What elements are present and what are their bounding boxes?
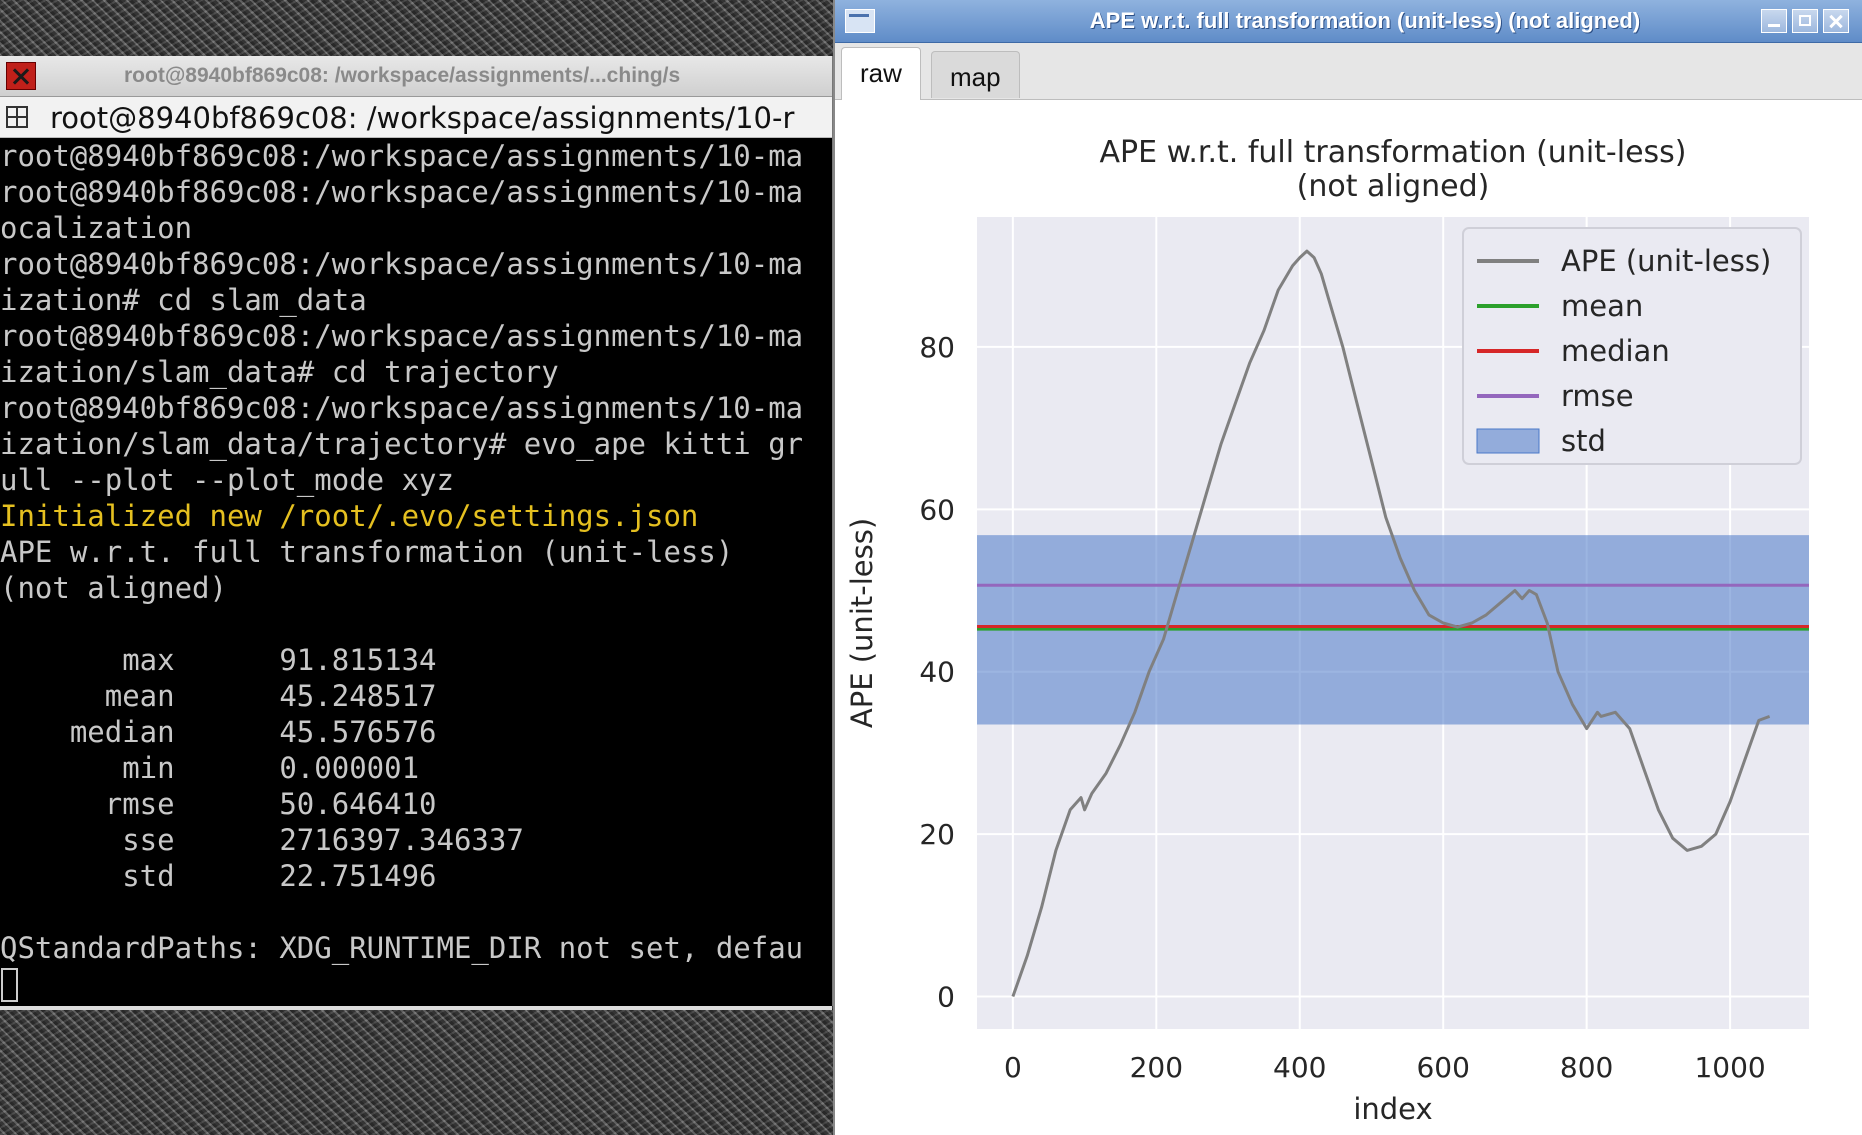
terminal-title: root@8940bf869c08: /workspace/assignment…	[124, 64, 681, 87]
legend-std-swatch	[1476, 428, 1540, 454]
terminal-tab-label: root@8940bf869c08: /workspace/assignment…	[50, 101, 795, 135]
terminal-line: APE w.r.t. full transformation (unit-les…	[0, 535, 734, 569]
legend-label: median	[1561, 334, 1670, 368]
terminal-window-border	[0, 1006, 832, 1010]
terminal-line: std 22.751496	[0, 859, 437, 893]
terminal-line: max 91.815134	[0, 643, 437, 677]
close-icon[interactable]	[1823, 9, 1849, 33]
ape-chart: APE w.r.t. full transformation (unit-les…	[845, 135, 1809, 1126]
terminal-line: rmse 50.646410	[0, 787, 437, 821]
plot-titlebar[interactable]: APE w.r.t. full transformation (unit-les…	[835, 0, 1862, 43]
chart-subtitle: (not aligned)	[1297, 169, 1490, 204]
stat-lines	[977, 583, 1809, 631]
terminal-line: root@8940bf869c08:/workspace/assignments…	[0, 319, 804, 353]
tick-labels: 0 200 400 600 800 1000 0 20 40 60 80	[919, 331, 1765, 1084]
terminal-line: min 0.000001	[0, 751, 420, 785]
tab-map[interactable]: map	[931, 51, 1020, 98]
terminal-line: root@8940bf869c08:/workspace/assignments…	[0, 247, 804, 281]
minimize-icon[interactable]	[1761, 9, 1787, 33]
terminal-line: QStandardPaths: XDG_RUNTIME_DIR not set,…	[0, 931, 804, 965]
y-axis-label: APE (unit-less)	[845, 518, 879, 728]
legend-label: rmse	[1561, 379, 1634, 413]
terminal-line: ization/slam_data# cd trajectory	[0, 355, 559, 389]
y-tick-label: 20	[919, 818, 955, 851]
terminal-line: sse 2716397.346337	[0, 823, 524, 857]
ape-line	[1011, 249, 1771, 997]
figure-canvas[interactable]: APE w.r.t. full transformation (unit-les…	[835, 100, 1862, 1135]
terminal-line: root@8940bf869c08:/workspace/assignments…	[0, 175, 804, 209]
y-tick-label: 40	[919, 656, 955, 689]
legend-box	[1462, 227, 1802, 465]
terminal-output[interactable]: root@8940bf869c08:/workspace/assignments…	[0, 138, 832, 1006]
x-axis-label: index	[1353, 1092, 1432, 1126]
ape-series-group	[1011, 249, 1771, 997]
legend: APE (unit-less) mean median rmse std	[1462, 227, 1802, 465]
plot-window-title: APE w.r.t. full transformation (unit-les…	[1089, 8, 1641, 33]
close-icon[interactable]	[6, 62, 36, 90]
y-tick-label: 0	[937, 981, 955, 1014]
window-menu-icon[interactable]	[845, 9, 875, 33]
y-tick-label: 80	[919, 331, 955, 364]
terminal-line: root@8940bf869c08:/workspace/assignments…	[0, 139, 804, 173]
chart-title: APE w.r.t. full transformation (unit-les…	[1099, 135, 1686, 170]
plot-tabs: raw map	[835, 43, 1862, 100]
legend-label: mean	[1561, 289, 1643, 323]
terminal-tab-icon	[6, 106, 28, 128]
legend-label: std	[1561, 424, 1606, 458]
terminal-line: ull --plot --plot_mode xyz	[0, 463, 454, 497]
y-tick-label: 60	[919, 493, 955, 526]
tab-raw[interactable]: raw	[841, 47, 921, 100]
terminal-line: median 45.576576	[0, 715, 437, 749]
terminal-window[interactable]: root@8940bf869c08: /workspace/assignment…	[0, 56, 834, 1006]
x-tick-label: 0	[1004, 1051, 1022, 1084]
terminal-line: root@8940bf869c08:/workspace/assignments…	[0, 391, 804, 425]
maximize-icon[interactable]	[1792, 9, 1818, 33]
legend-label: APE (unit-less)	[1561, 244, 1771, 278]
terminal-line: ization# cd slam_data	[0, 283, 367, 317]
terminal-line: (not aligned)	[0, 571, 227, 605]
terminal-cursor	[1, 968, 18, 1002]
x-tick-label: 400	[1273, 1051, 1326, 1084]
x-tick-label: 200	[1130, 1051, 1183, 1084]
terminal-tab[interactable]: root@8940bf869c08: /workspace/assignment…	[0, 97, 832, 138]
terminal-line: ocalization	[0, 211, 193, 245]
x-tick-label: 600	[1416, 1051, 1469, 1084]
terminal-line: mean 45.248517	[0, 679, 437, 713]
plot-window[interactable]: APE w.r.t. full transformation (unit-les…	[833, 0, 1862, 1135]
terminal-titlebar[interactable]: root@8940bf869c08: /workspace/assignment…	[0, 56, 832, 97]
x-tick-label: 800	[1560, 1051, 1613, 1084]
terminal-line: ization/slam_data/trajectory# evo_ape ki…	[0, 427, 804, 461]
x-tick-label: 1000	[1694, 1051, 1765, 1084]
terminal-line: Initialized new /root/.evo/settings.json	[0, 499, 699, 533]
